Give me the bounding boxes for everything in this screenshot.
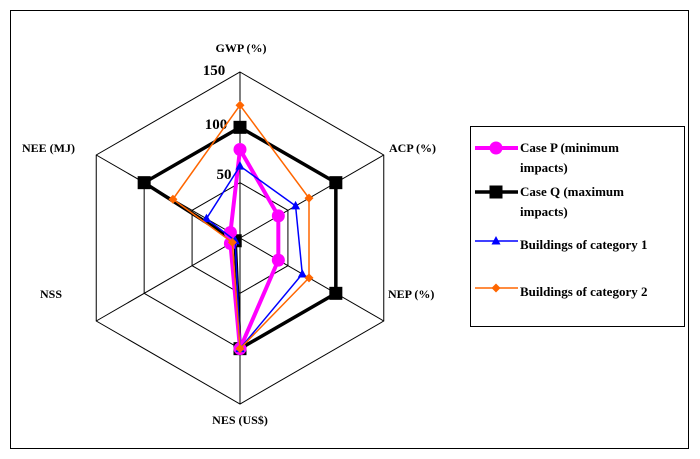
legend-label-category-2: Buildings of category 2 bbox=[520, 284, 647, 299]
legend-label-category-1: Buildings of category 1 bbox=[520, 237, 647, 252]
legend-marker-3 bbox=[491, 236, 501, 245]
legend-markers bbox=[475, 141, 518, 293]
axis-label-nep: NEP (%) bbox=[388, 287, 434, 301]
series-3-point-2 bbox=[297, 268, 307, 278]
legend: Case P (minimum impacts) Case Q (maximum… bbox=[470, 126, 685, 327]
grid-spoke-2 bbox=[239, 237, 385, 322]
series-1-point-0 bbox=[233, 142, 247, 156]
series-3-point-0 bbox=[235, 161, 245, 170]
axis-label-nee: NEE (MJ) bbox=[22, 141, 75, 155]
legend-box bbox=[470, 126, 685, 327]
legend-label-case-p-line2: impacts) bbox=[520, 160, 568, 175]
legend-label-case-q-line2: impacts) bbox=[520, 204, 568, 219]
series-2-point-5 bbox=[137, 176, 151, 190]
series-1-point-2 bbox=[271, 253, 285, 267]
axis-label-nss: NSS bbox=[40, 287, 62, 301]
series-4-point-0 bbox=[235, 100, 245, 110]
series-3-point-5 bbox=[201, 213, 211, 223]
series-layer bbox=[137, 100, 343, 356]
series-4-point-1 bbox=[304, 193, 314, 203]
series-1-point-1 bbox=[271, 209, 285, 223]
tick-labels: 50 100 150 bbox=[203, 63, 232, 183]
legend-label-case-q-line1: Case Q (maximum bbox=[520, 184, 624, 199]
series-2-point-2 bbox=[329, 286, 343, 300]
tick-label-100: 100 bbox=[205, 117, 228, 133]
series-4-point-4 bbox=[227, 237, 237, 247]
axis-label-acp: ACP (%) bbox=[389, 141, 436, 155]
series-4 bbox=[168, 100, 314, 354]
series-2-point-1 bbox=[329, 176, 343, 190]
series-3-point-1 bbox=[291, 200, 301, 210]
legend-label-case-p-line1: Case P (minimum bbox=[520, 140, 619, 155]
grid-spoke-1 bbox=[239, 154, 385, 239]
series-4-point-2 bbox=[304, 273, 314, 283]
tick-label-50: 50 bbox=[217, 167, 232, 183]
legend-marker-2 bbox=[489, 185, 503, 199]
series-2-point-0 bbox=[233, 120, 247, 134]
axis-labels: GWP (%) ACP (%) NEP (%) NES (US$) NSS NE… bbox=[22, 41, 436, 427]
series-1-point-5 bbox=[223, 225, 237, 239]
axis-label-gwp: GWP (%) bbox=[216, 41, 267, 55]
series-4-point-3 bbox=[235, 344, 245, 354]
legend-marker-4 bbox=[491, 283, 501, 293]
tick-label-150: 150 bbox=[203, 63, 226, 79]
legend-marker-1 bbox=[489, 141, 503, 155]
series-4-point-5 bbox=[168, 194, 178, 204]
grid-spoke-4 bbox=[95, 237, 241, 322]
axis-label-nes: NES (US$) bbox=[212, 413, 268, 427]
